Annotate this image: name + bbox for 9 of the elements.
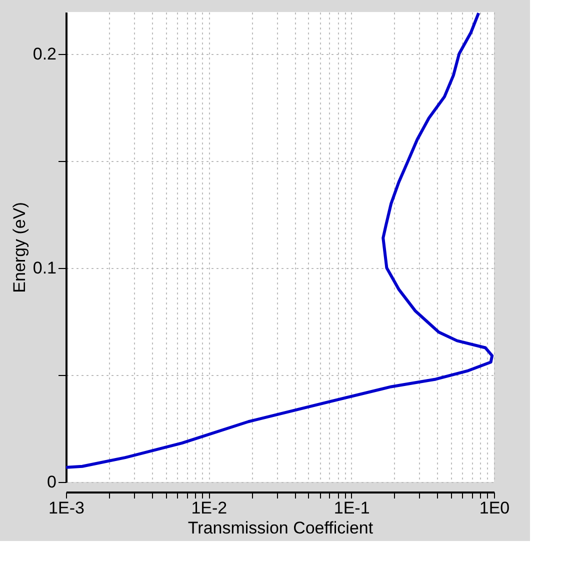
x-tick-label: 1E0 (479, 498, 510, 518)
y-tick-label: 0.1 (32, 258, 56, 278)
x-tick-label: 1E-1 (334, 498, 370, 518)
y-tick-label: 0.2 (32, 44, 56, 64)
y-axis-title: Energy (eV) (10, 202, 29, 293)
x-axis-title: Transmission Coefficient (188, 518, 374, 538)
x-tick-label: 1E-2 (191, 498, 228, 518)
x-tick-label: 1E-3 (48, 498, 84, 518)
y-tick-label: 0 (47, 472, 56, 492)
